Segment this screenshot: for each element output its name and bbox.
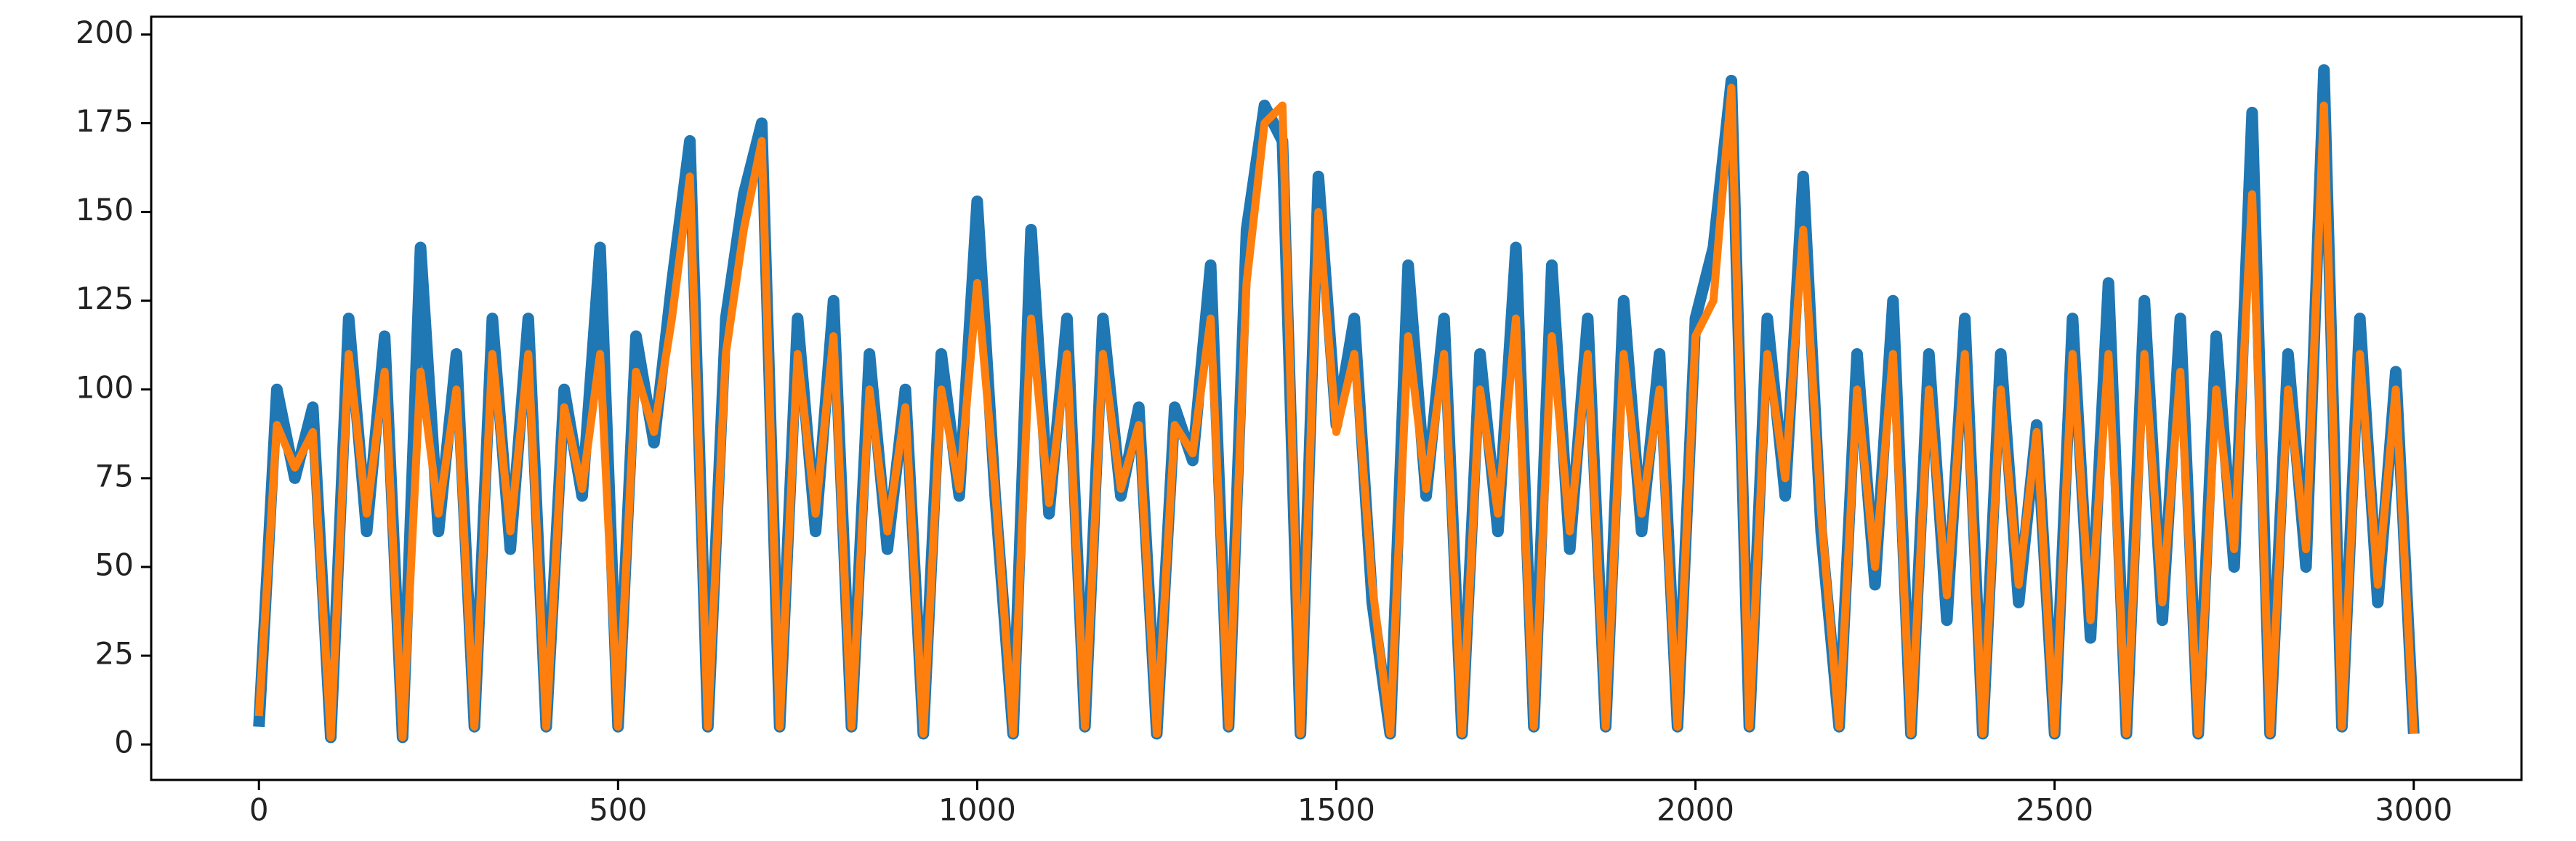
y-tick-label: 50	[95, 547, 134, 582]
y-tick-label: 200	[76, 15, 134, 50]
y-tick-label: 100	[76, 369, 134, 405]
y-tick-label: 125	[76, 281, 134, 316]
x-tick-label: 2500	[2016, 792, 2093, 828]
x-tick-label: 1000	[938, 792, 1016, 828]
axes-frame	[150, 15, 2523, 781]
series-line	[254, 84, 2418, 741]
y-tick-label: 25	[95, 636, 134, 672]
x-tick-label: 500	[589, 792, 647, 828]
x-tick-label: 3000	[2375, 792, 2452, 828]
y-tick-label: 0	[114, 725, 134, 760]
y-tick-label: 150	[76, 192, 134, 228]
y-tick-label: 175	[76, 103, 134, 139]
x-tick-label: 2000	[1657, 792, 1734, 828]
x-tick-label: 0	[249, 792, 269, 828]
x-tick-label: 1500	[1297, 792, 1375, 828]
y-tick-label: 75	[95, 458, 134, 494]
